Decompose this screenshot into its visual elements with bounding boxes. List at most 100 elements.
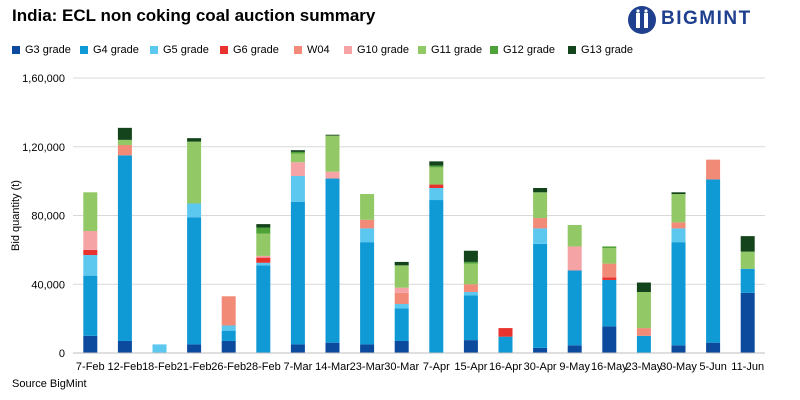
bar-segment [256,255,271,258]
x-tick-label: 18-Feb [142,361,177,373]
bar-segment [706,159,721,180]
bar-segment [636,335,651,353]
legend-swatch [80,46,88,54]
x-tick-label: 15-Apr [454,361,487,373]
bar-segment [325,342,340,353]
bar-segment [671,192,686,195]
bar-segment [602,263,617,278]
bar-segment [152,344,167,353]
bar-segment [360,194,375,220]
bar-segment [360,228,375,243]
bar-segment [83,249,98,256]
legend-item: G11 grade [418,44,482,56]
bar-segment [290,162,305,176]
bar-segment [325,134,340,136]
bar-segment [429,184,444,188]
x-tick-label: 7-Feb [76,361,105,373]
x-tick-label: 7-Apr [423,361,450,373]
bar-segment [533,347,548,353]
bar-segment [671,222,686,229]
bar-segment [360,219,375,229]
bar-segment [256,257,271,263]
bigmint-logo-icon [628,6,656,34]
bar-segment [256,262,271,266]
bar-segment [83,230,98,250]
x-tick-label: 12-Feb [107,361,142,373]
bar-segment [429,165,444,168]
bar-segment [187,138,202,142]
bar-segment [602,279,617,327]
x-tick-label: 30-Apr [524,361,557,373]
x-tick-label: 30-Mar [384,361,419,373]
bar-segment [567,246,582,271]
bar-segment [290,175,305,202]
source-note: Source BigMint [12,378,87,390]
legend-label: G5 grade [163,44,209,56]
bar-segment [221,296,236,326]
bar-segment [117,145,132,156]
bar-segment [533,228,548,244]
x-tick-label: 5-Jun [699,361,727,373]
bar-segment [394,340,409,353]
bar-segment [671,228,686,243]
legend-label: G11 grade [431,44,483,56]
legend-item: G13 grade [568,44,633,56]
x-tick-label: 16-May [591,361,628,373]
bar-segment [290,153,305,163]
bar-segment [636,291,651,329]
legend-swatch [220,46,228,54]
x-tick-label: 28-Feb [246,361,281,373]
legend-label: G12 grade [503,44,555,56]
bar-segment [463,284,478,292]
bar-segment [636,328,651,336]
bar-segment [429,200,444,353]
bar-segment [394,287,409,293]
bar-segment [463,291,478,296]
bar-segment [83,335,98,353]
bar-segment [567,224,582,247]
bar-segment [221,330,236,341]
bar-segment [671,242,686,346]
bar-segment [325,178,340,343]
bar-segment [187,141,202,204]
bar-segment [567,345,582,353]
bar-segment [360,242,375,345]
legend-label: G4 grade [93,44,139,56]
bar-segment [463,250,478,262]
legend-swatch [490,46,498,54]
x-tick-label: 16-Apr [489,361,522,373]
legend-item: G6 grade [220,44,279,56]
legend-swatch [418,46,426,54]
legend-label: G13 grade [581,44,633,56]
legend-swatch [568,46,576,54]
legend-label: G3 grade [25,44,71,56]
bar-segment [740,292,755,353]
bar-segment [117,139,132,146]
bar-segment [463,295,478,341]
bar-segment [498,336,513,353]
bar-segment [602,248,617,264]
x-tick-label: 21-Feb [177,361,212,373]
bar-segment [83,255,98,276]
bar-segment [533,218,548,229]
bar-segment [187,203,202,218]
bar-segment [671,345,686,353]
x-tick-label: 14-Mar [315,361,350,373]
bar-segment [83,275,98,336]
x-tick-label: 30-May [660,361,697,373]
bar-segment [221,340,236,353]
bar-segment [256,233,271,256]
bar-segment [533,188,548,193]
y-tick-label: 40,000 [31,279,65,291]
bar-segment [290,201,305,345]
bar-segment [602,246,617,249]
bar-segment [290,150,305,152]
bar-segment [463,261,478,264]
bar-segment [602,326,617,353]
bar-segment [256,227,271,234]
bar-segment [394,265,409,288]
bar-segment [463,263,478,285]
bigmint-logo-text: BIGMINT [661,8,752,29]
legend-swatch [294,46,302,54]
bar-segment [290,344,305,353]
